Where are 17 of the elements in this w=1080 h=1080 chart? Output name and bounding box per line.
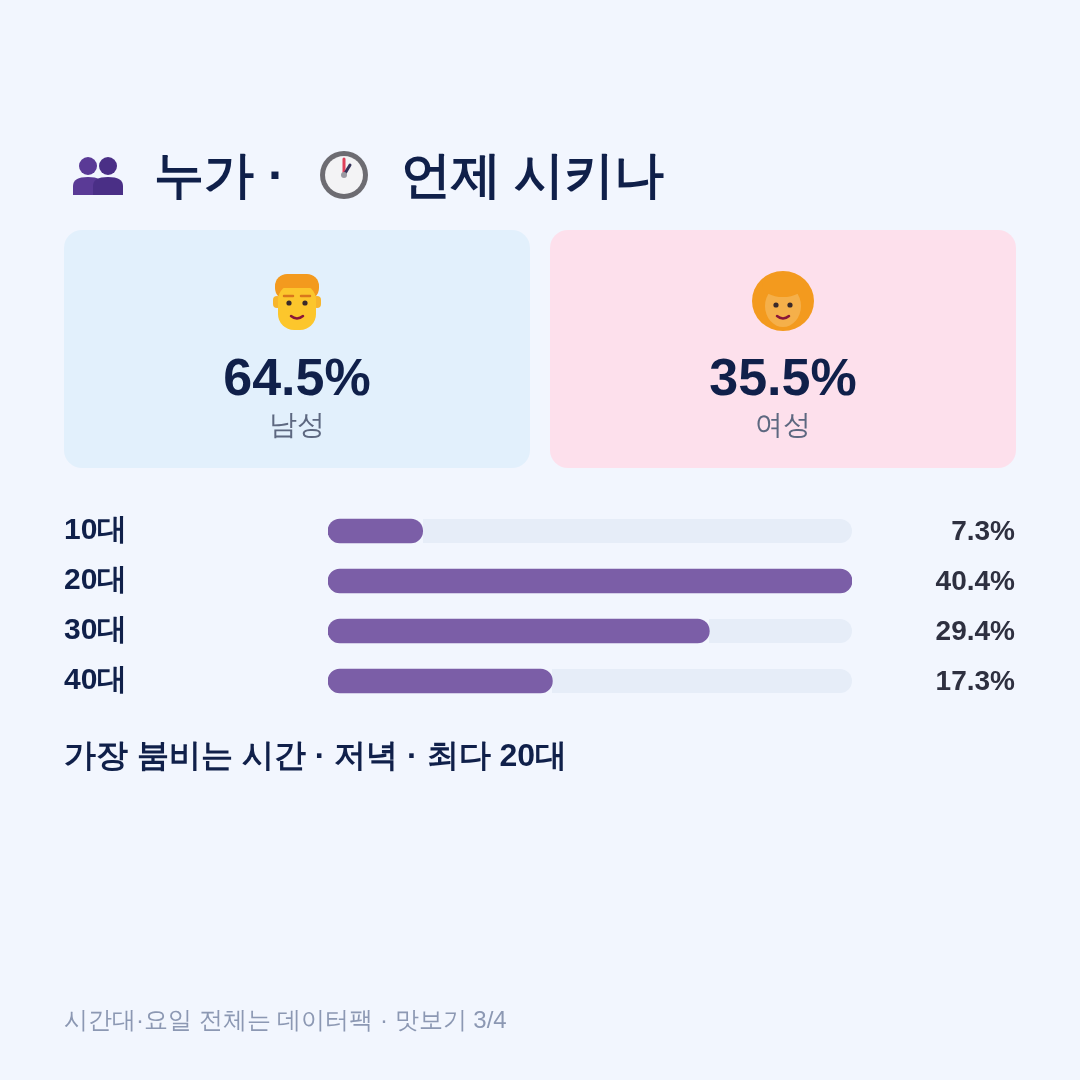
data-label: 40.4% xyxy=(935,564,1016,596)
text: 35.5% xyxy=(709,348,857,406)
text: 가장 붐비는 시간 · 저녁 · 최다 20대 xyxy=(64,736,568,775)
y-tick-label: 20대 xyxy=(64,562,128,596)
bar xyxy=(328,568,852,594)
text: 시간대·요일 전체는 데이터팩 · 맛보기 3/4 xyxy=(64,1005,507,1035)
y-tick-label: 40대 xyxy=(64,662,128,696)
data-label: 17.3% xyxy=(935,664,1016,696)
y-tick-label: 30대 xyxy=(64,612,128,646)
data-label: 29.4% xyxy=(935,614,1016,646)
y-tick-label: 10대 xyxy=(64,512,128,546)
text: 64.5% xyxy=(223,348,371,406)
category-label: 남성 xyxy=(268,408,326,442)
bar xyxy=(328,518,424,544)
chart-title: 누가 · 언제 시키나 xyxy=(154,146,665,203)
category-label: 여성 xyxy=(754,408,812,442)
data-label: 7.3% xyxy=(951,514,1016,546)
